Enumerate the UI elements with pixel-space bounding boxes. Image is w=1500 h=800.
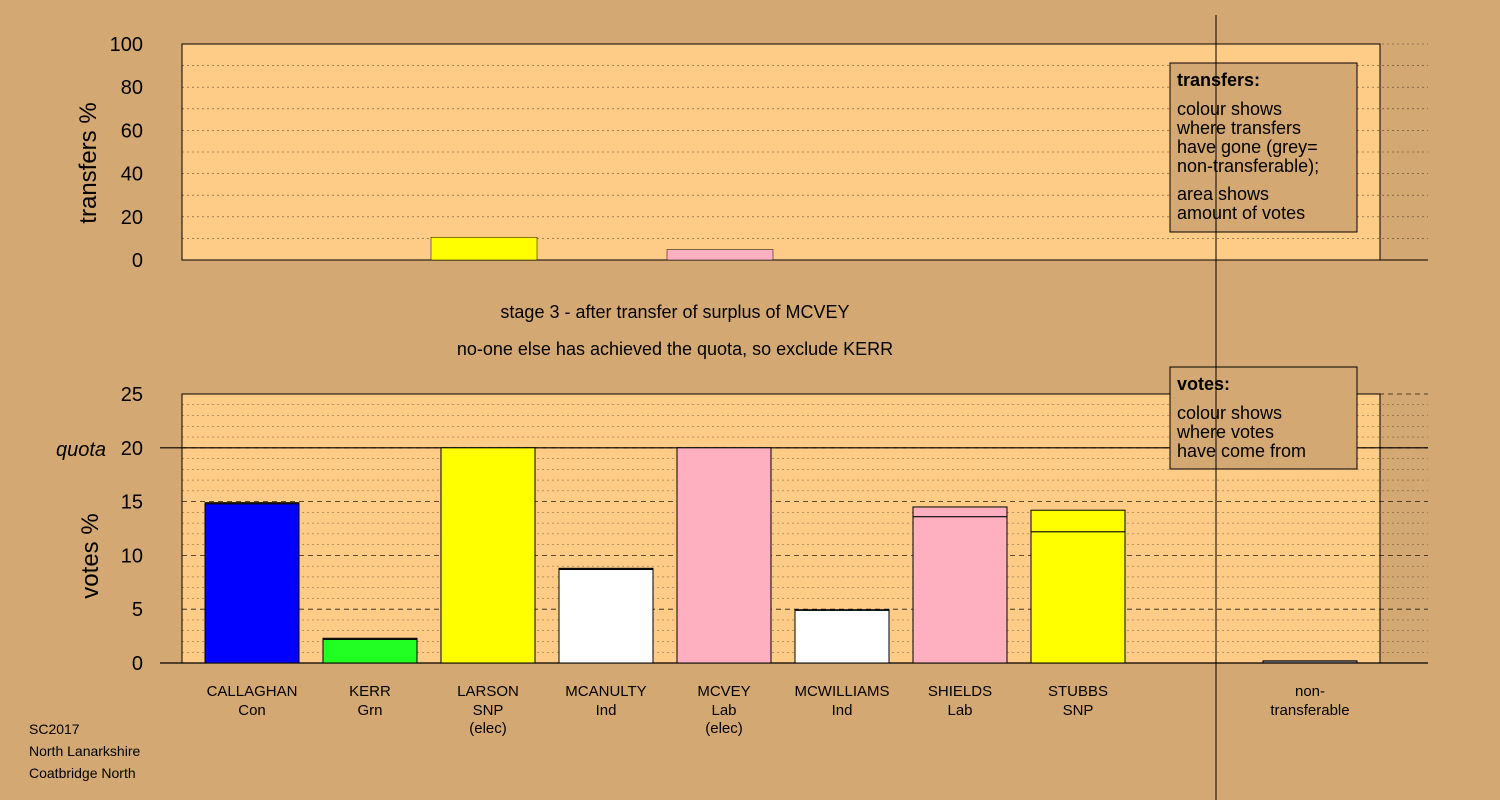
- vote-bar-segment: [440, 447, 536, 664]
- transfers-y-tick-label: 40: [121, 164, 143, 186]
- transfers-bars: [430, 237, 774, 261]
- candidate-party-label: Ind: [832, 702, 853, 719]
- votes-y-tick-label: 0: [132, 653, 143, 675]
- candidate-party-label: Ind: [596, 702, 617, 719]
- vote-bar-segment: [1030, 509, 1126, 533]
- votes-y-tick-label: 20: [121, 438, 143, 460]
- candidate-party-label: Grn: [357, 702, 382, 719]
- candidate-name-label: STUBBS: [1048, 683, 1108, 700]
- stage-line-1: stage 3 - after transfer of surplus of M…: [500, 302, 849, 322]
- votes-legend-line: where votes: [1176, 422, 1274, 442]
- footer-council: North Lanarkshire: [29, 743, 140, 759]
- transfer-bar-segment: [430, 237, 538, 261]
- transfers-y-tick-label: 60: [121, 120, 143, 142]
- vote-bar-segment: [558, 568, 654, 664]
- candidate-name-label: CALLAGHAN: [207, 683, 298, 700]
- votes-y-tick-label: 25: [121, 384, 143, 406]
- votes-x-labels: CALLAGHANConKERRGrnLARSONSNP(elec)MCANUL…: [207, 683, 1350, 737]
- transfers-legend-line: colour shows: [1177, 99, 1282, 119]
- candidate-party-label: SNP: [473, 702, 504, 719]
- votes-legend-box: [1169, 366, 1358, 470]
- votes-legend-line: have come from: [1177, 441, 1306, 461]
- votes-y-ticks: 0 5 10 15 20 25: [121, 384, 143, 675]
- candidate-party-label: Lab: [711, 702, 736, 719]
- transfers-y-axis-label: transfers %: [75, 102, 102, 223]
- transfers-grid: [182, 43, 1428, 261]
- votes-y-tick-label: 5: [132, 599, 143, 621]
- nontransferable-label: non-: [1295, 683, 1325, 700]
- candidate-elected-label: (elec): [469, 720, 507, 737]
- votes-legend-line: colour shows: [1177, 403, 1282, 423]
- transfers-legend-line: amount of votes: [1177, 203, 1305, 223]
- votes-y-tick-label: 15: [121, 492, 143, 514]
- transfers-legend: transfers: colour shows where transfers …: [1169, 62, 1358, 233]
- transfers-legend-line: where transfers: [1176, 118, 1301, 138]
- vote-bar-segment: [204, 502, 300, 505]
- transfers-legend-line: have gone (grey=: [1177, 137, 1318, 157]
- transfers-panel: 0 20 40 60 80 100 transfers % transfers: colo…: [75, 34, 1428, 272]
- vote-bar-segment: [794, 609, 890, 611]
- vote-bar-segment: [204, 503, 300, 664]
- candidate-party-label: SNP: [1063, 702, 1094, 719]
- votes-legend: votes: colour shows where votes have com…: [1169, 366, 1358, 470]
- nontransferable-label: transferable: [1270, 702, 1349, 719]
- candidate-name-label: MCWILLIAMS: [794, 683, 889, 700]
- vote-bar-segment: [912, 516, 1008, 664]
- transfers-legend-line: non-transferable);: [1177, 156, 1319, 176]
- transfers-legend-title: transfers:: [1177, 70, 1260, 90]
- vote-bar-segment: [322, 638, 418, 664]
- footer-ward: Coatbridge North: [29, 765, 136, 781]
- votes-bars: [204, 447, 1358, 664]
- votes-y-axis-label: votes %: [77, 513, 104, 598]
- candidate-party-label: Lab: [947, 702, 972, 719]
- votes-legend-title: votes:: [1177, 374, 1230, 394]
- candidate-name-label: MCANULTY: [565, 683, 646, 700]
- candidate-elected-label: (elec): [705, 720, 743, 737]
- votes-y-tick-label: 10: [121, 545, 143, 567]
- candidate-name-label: MCVEY: [697, 683, 750, 700]
- transfers-legend-box: [1169, 62, 1358, 233]
- stage-line-2: no-one else has achieved the quota, so e…: [457, 339, 893, 359]
- vote-bar-segment: [676, 447, 772, 664]
- transfers-y-tick-label: 100: [110, 34, 143, 56]
- vote-bar-segment: [322, 637, 418, 640]
- vote-bar-segment: [558, 567, 654, 570]
- candidate-party-label: Con: [238, 702, 266, 719]
- transfers-y-tick-label: 80: [121, 77, 143, 99]
- candidate-name-label: LARSON: [457, 683, 519, 700]
- vote-bar-segment: [1030, 531, 1126, 664]
- transfers-y-ticks: 0 20 40 60 80 100: [110, 34, 143, 272]
- vote-bar-segment: [912, 506, 1008, 518]
- transfer-bar-segment: [666, 249, 774, 261]
- candidate-name-label: KERR: [349, 683, 391, 700]
- nontransferable-bar: [1262, 660, 1358, 664]
- footer-election: SC2017: [29, 721, 80, 737]
- vote-bar-segment: [794, 609, 890, 664]
- transfers-legend-line: area shows: [1177, 184, 1269, 204]
- transfers-y-tick-label: 20: [121, 207, 143, 229]
- candidate-name-label: SHIELDS: [928, 683, 992, 700]
- quota-label: quota: [56, 439, 106, 461]
- transfers-y-tick-label: 0: [132, 250, 143, 272]
